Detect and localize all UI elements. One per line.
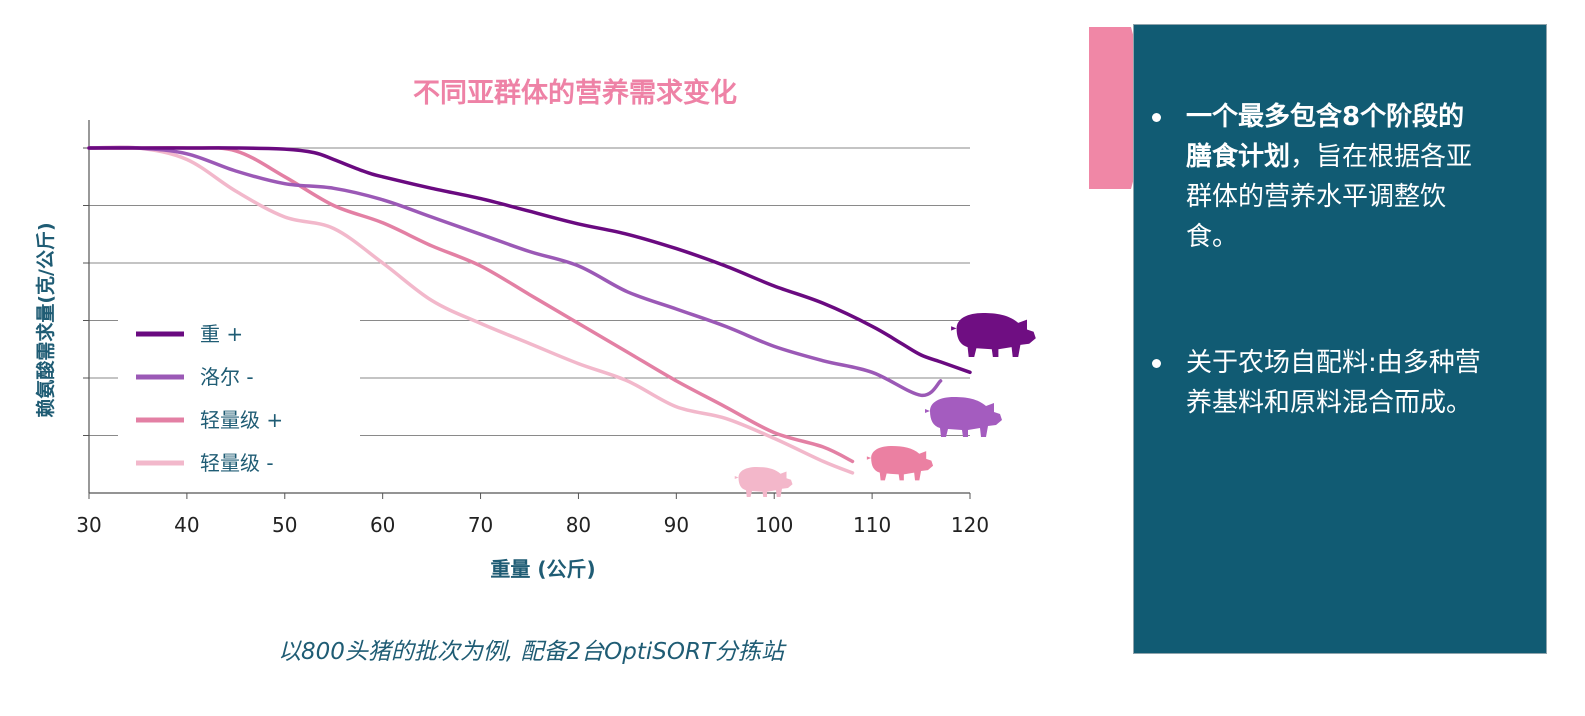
y-axis-label: 赖氨酸需求量(克/公斤)	[34, 222, 57, 417]
legend-label-3: 轻量级 -	[200, 451, 274, 475]
x-tick-label-100: 100	[755, 513, 793, 537]
chart-caption: 以800头猪的批次为例, 配备2台OptiSORT分拣站	[278, 639, 784, 665]
pig-heavy-icon	[951, 313, 1036, 357]
x-tick-label-40: 40	[174, 513, 199, 537]
chart: 不同亚群体的营养需求变化 30 40 50 60 70 80 90 100 110 120 重 +…	[34, 77, 1036, 581]
x-tick-label-30: 30	[76, 513, 101, 537]
bullet-meal-plan-text: ，旨在根据各亚群体的营养水平调整饮食。	[1186, 142, 1473, 252]
legend: 重 + 洛尔 - 轻量级 + 轻量级 -	[136, 322, 283, 475]
chart-title: 不同亚群体的营养需求变化	[413, 77, 737, 109]
series-line-0	[87, 146, 972, 375]
x-axis-label: 重量 (公斤)	[490, 557, 595, 581]
series-lines	[87, 145, 972, 475]
legend-label-1: 洛尔 -	[200, 365, 254, 389]
x-tick-label-70: 70	[468, 513, 493, 537]
series-line-3	[87, 145, 855, 475]
bullet-meal-plan: 一个最多包含8个阶段的膳食计划，旨在根据各亚群体的营养水平调整饮食。	[1152, 97, 1486, 257]
x-tick-label-110: 110	[853, 513, 891, 537]
x-tick-label-50: 50	[272, 513, 297, 537]
x-tick-label-120: 120	[951, 513, 989, 537]
x-tick-label-90: 90	[664, 513, 689, 537]
info-panel: 一个最多包含8个阶段的膳食计划，旨在根据各亚群体的营养水平调整饮食。 关于农场自…	[1133, 24, 1547, 654]
pig-light-plus-icon	[866, 446, 934, 481]
x-tick-label-80: 80	[566, 513, 591, 537]
bullet-on-farm-feed: 关于农场自配料:由多种营养基料和原料混合而成。	[1152, 343, 1486, 423]
bullet-meal-plan-bold: 一个最多包含8个阶段的膳食计划	[1186, 102, 1465, 172]
x-ticks: 30 40 50 60 70 80 90 100 110 120	[76, 493, 989, 537]
legend-label-2: 轻量级 +	[200, 408, 283, 432]
legend-background	[118, 298, 360, 486]
x-tick-label-60: 60	[370, 513, 395, 537]
series-line-1	[87, 145, 943, 398]
pig-average-icon	[925, 397, 1002, 437]
legend-label-0: 重 +	[200, 322, 243, 346]
